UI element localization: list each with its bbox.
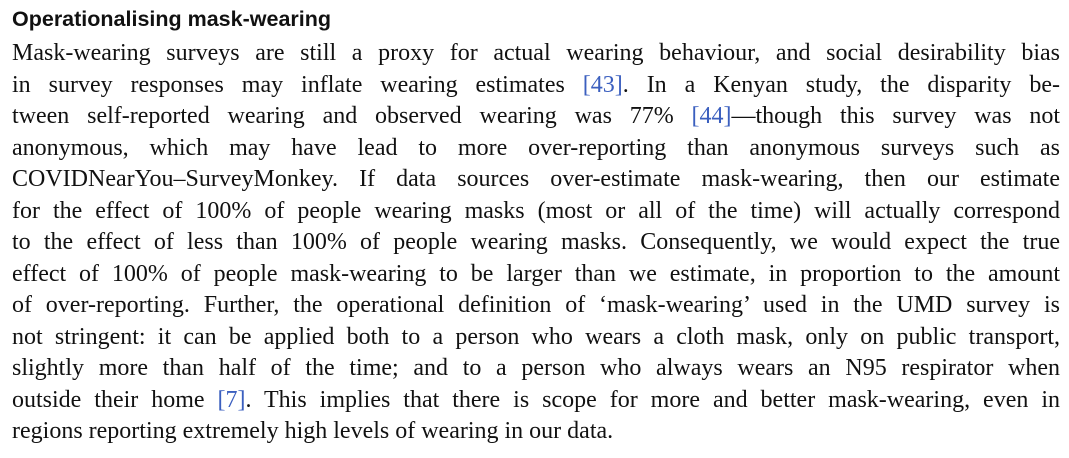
paragraph-line: not stringent: it can be applied both to… — [12, 323, 1060, 350]
citation-link-44[interactable]: [44] — [691, 103, 732, 129]
paragraph-line: slightly more than half of the time; and… — [12, 355, 1060, 381]
text-run: outside their home — [12, 386, 218, 413]
paragraph-line: COVIDNearYou–SurveyMonkey. If data sourc… — [12, 166, 1060, 192]
paragraph-line: outside their home [7]. This implies tha… — [12, 385, 1060, 417]
text-run: . In a Kenyan study, the disparity be- — [622, 71, 1060, 98]
paragraph-line: Mask-wearing surveys are still a proxy f… — [12, 40, 1060, 66]
text-run: in survey responses may inflate wearing … — [12, 71, 583, 98]
paragraph-line: for the effect of 100% of people wearing… — [12, 197, 1060, 224]
text-run: —though this survey was not — [731, 103, 1060, 129]
paragraph-line: of over-reporting. Further, the operatio… — [12, 292, 1060, 318]
paper-section: Operationalising mask-wearing Mask-weari… — [12, 4, 1060, 448]
paragraph-line: to the effect of less than 100% of peopl… — [12, 229, 1060, 255]
text-run: . This implies that there is scope for m… — [245, 386, 1061, 413]
body-paragraph: Mask-wearing surveys are still a proxy f… — [12, 38, 1060, 448]
section-heading: Operationalising mask-wearing — [12, 7, 332, 31]
paragraph-line: regions reporting extremely high levels … — [12, 418, 614, 444]
text-run: tween self-reported wearing and observed… — [12, 103, 692, 129]
paragraph-line: anonymous, which may have lead to more o… — [12, 134, 1060, 161]
paragraph-line: tween self-reported wearing and observed… — [12, 101, 1060, 133]
citation-link-43[interactable]: [43] — [582, 71, 623, 98]
citation-link-7[interactable]: [7] — [217, 386, 246, 413]
paragraph-line: effect of 100% of people mask-wearing to… — [12, 260, 1060, 287]
paragraph-line: in survey responses may inflate wearing … — [12, 70, 1060, 102]
